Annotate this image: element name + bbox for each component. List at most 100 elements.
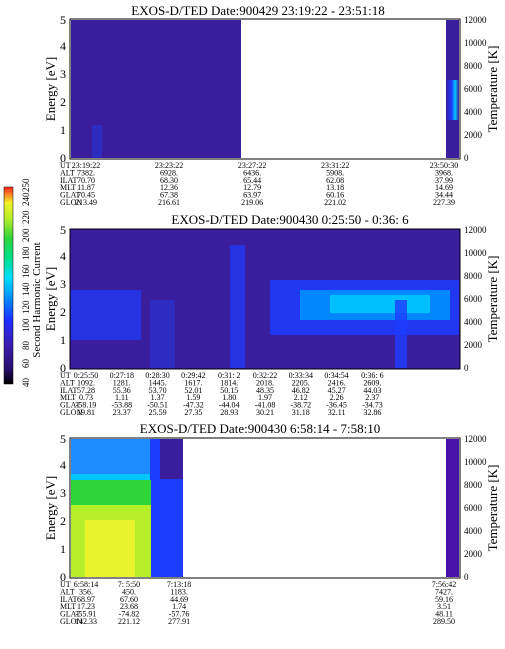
ytick-right: 0	[464, 572, 469, 582]
ytick-left: 1	[60, 333, 66, 347]
orbit-cell: 0:29:42	[181, 371, 205, 380]
colorbar: 40 60 80 100 120 140 160 180 200 220 240…	[3, 178, 43, 387]
orbit-cell: 23.68	[120, 602, 138, 611]
panel-3-ylabel-right: Temperature [K]	[485, 465, 500, 552]
orbit-row-label: ILAT	[60, 595, 77, 604]
orbit-cell: 2018.	[256, 378, 274, 387]
orbit-cell: 213.49	[75, 198, 97, 207]
orbit-cell: 23.37	[113, 408, 131, 417]
orbit-cell: -38.72	[290, 401, 311, 410]
colorbar-label: Second Harmonic Current	[31, 242, 43, 357]
colorbar-tick: 80	[21, 341, 31, 351]
panel-2-yticks-left: 0 1 2 3 4 5	[60, 223, 66, 375]
panel-3-yticks-right: 0 2000 4000 6000 8000 10000 12000	[464, 434, 487, 582]
orbit-cell: 70.45	[77, 191, 95, 200]
orbit-cell: 7427.	[435, 587, 453, 596]
orbit-cell: 65.44	[243, 176, 261, 185]
orbit-cell: 227.39	[433, 198, 455, 207]
orbit-row-label: ALT	[60, 587, 75, 596]
orbit-cell: 57.28	[77, 386, 95, 395]
colorbar-ticks: 40 60 80 100 120 140 160 180 200 220 240…	[21, 178, 31, 387]
heat-patch	[330, 295, 430, 313]
orbit-cell: 12.79	[243, 183, 261, 192]
orbit-cell: 17.23	[77, 602, 95, 611]
orbit-cell: 30.21	[256, 408, 274, 417]
orbit-cell: 1814.	[220, 378, 238, 387]
orbit-cell: 216.61	[158, 198, 180, 207]
orbit-cell: 2.12	[294, 393, 308, 402]
orbit-cell: 11.87	[77, 183, 95, 192]
panel-1: EXOS-D/TED Date:900429 23:19:22 - 23:51:…	[43, 3, 500, 165]
orbit-cell: -36.45	[326, 401, 347, 410]
orbit-cell: 63.97	[243, 191, 261, 200]
orbit-cell: 52.01	[184, 386, 202, 395]
ytick-left: 0	[60, 570, 66, 584]
ytick-left: 4	[60, 39, 66, 53]
orbit-cell: 53.70	[149, 386, 167, 395]
ytick-right: 2000	[464, 549, 483, 559]
orbit-row-label: GLAT	[60, 610, 81, 619]
panel-2-ylabel-right: Temperature [K]	[485, 256, 500, 343]
orbit-cell: 2205.	[292, 378, 310, 387]
orbit-cell: 60.16	[326, 191, 344, 200]
orbit-cell: 37.99	[435, 176, 453, 185]
ytick-right: 12000	[464, 434, 487, 444]
colorbar-tick: 140	[21, 282, 31, 296]
orbit-cell: 1.80	[222, 393, 236, 402]
ytick-left: 0	[60, 361, 66, 375]
orbit-cell: 25.59	[149, 408, 167, 417]
orbit-cell: 0:25:50	[74, 371, 98, 380]
orbit-cell: 221.12	[118, 617, 140, 626]
heat-patch	[71, 290, 141, 340]
ytick-left: 2	[60, 95, 66, 109]
ytick-left: 1	[60, 542, 66, 556]
heat-patch	[150, 300, 175, 368]
orbit-cell: 6:58:14	[74, 580, 98, 589]
colorbar-tick: 160	[21, 264, 31, 278]
ytick-right: 2000	[464, 130, 483, 140]
colorbar-gradient	[3, 186, 14, 385]
colorbar-tick: 40	[21, 378, 31, 388]
orbit-cell: 1.11	[115, 393, 129, 402]
orbit-cell: 68.30	[160, 176, 178, 185]
panel-1-yticks-right: 0 2000 4000 6000 8000 10000 12000	[464, 15, 487, 163]
orbit-row-label: GLAT	[60, 191, 81, 200]
ytick-right: 10000	[464, 248, 487, 258]
panel-3-temperature-bar	[446, 439, 459, 577]
colorbar-tick: 120	[21, 300, 31, 314]
orbit-row-label: MLT	[60, 602, 76, 611]
ytick-right: 8000	[464, 61, 483, 71]
orbit-cell: 2.26	[330, 393, 344, 402]
panel-2: EXOS-D/TED Date:900430 0:25:50 - 0:36: 6…	[43, 212, 500, 375]
orbit-cell: 45.27	[328, 386, 346, 395]
panel-1-edge-feature	[446, 80, 459, 120]
orbit-cell: 3968.	[435, 168, 453, 177]
ytick-left: 0	[60, 151, 66, 165]
orbit-cell: 142.33	[75, 617, 97, 626]
panel-3-title: EXOS-D/TED Date:900430 6:58:14 - 7:58:10	[140, 421, 380, 436]
heat-patch	[160, 439, 183, 479]
orbit-cell: 289.50	[433, 617, 455, 626]
orbit-cell: 46.82	[292, 386, 310, 395]
ytick-right: 12000	[464, 225, 487, 235]
orbit-cell: 14.69	[435, 183, 453, 192]
orbit-cell: 1092.	[77, 378, 95, 387]
ytick-right: 10000	[464, 457, 487, 467]
orbit-cell: 7:13:18	[167, 580, 191, 589]
orbit-cell: 1183.	[170, 587, 188, 596]
orbit-cell: -44.04	[219, 401, 240, 410]
ytick-right: 6000	[464, 294, 483, 304]
orbit-cell: 0:36: 6	[361, 371, 383, 380]
orbit-cell: 450.	[122, 587, 136, 596]
heat-patch	[395, 300, 407, 368]
orbit-cell: 6436.	[243, 168, 261, 177]
orbit-cell: -47.32	[183, 401, 204, 410]
orbit-cell: 2416.	[328, 378, 346, 387]
orbit-row-label: ILAT	[60, 386, 77, 395]
ytick-right: 4000	[464, 107, 483, 117]
orbit-cell: 48.11	[435, 610, 453, 619]
panel-2-yticks-right: 0 2000 4000 6000 8000 10000 12000	[464, 225, 487, 373]
